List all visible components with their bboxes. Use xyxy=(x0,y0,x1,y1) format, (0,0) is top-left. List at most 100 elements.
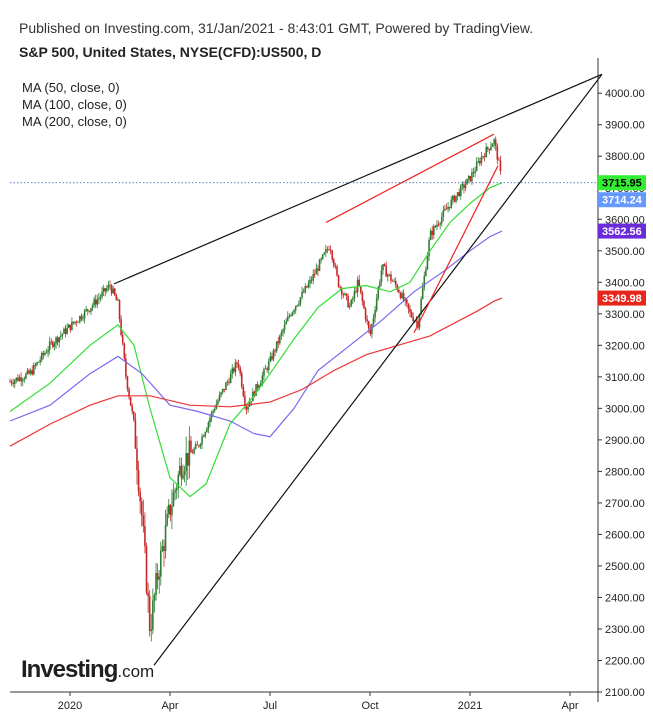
price-flag xyxy=(598,175,646,191)
candle-body xyxy=(69,324,72,330)
candle-body xyxy=(485,147,487,158)
x-tick-label: 2020 xyxy=(58,700,82,712)
y-tick-label: 2200.00 xyxy=(605,655,645,667)
ma-line-3 xyxy=(9,297,503,447)
candle-body xyxy=(453,195,456,202)
candle-body xyxy=(233,368,235,372)
trendline-2 xyxy=(153,73,603,666)
candle-body xyxy=(77,321,80,323)
candle-body xyxy=(226,381,229,383)
candle-body xyxy=(240,373,243,387)
ma-line-1 xyxy=(9,182,503,498)
y-tick-label: 2600.00 xyxy=(605,529,645,541)
candle-body xyxy=(198,445,200,447)
candle-body xyxy=(437,224,440,226)
candle-body xyxy=(221,388,224,393)
logo-text: Investing xyxy=(21,656,118,683)
chart-symbol-title: S&P 500, United States, NYSE(CFD):US500,… xyxy=(19,44,322,60)
candle-body xyxy=(383,264,386,266)
candle-body xyxy=(488,148,491,151)
y-tick-label: 3600.00 xyxy=(605,214,645,226)
candle-body xyxy=(142,515,145,527)
candle-body xyxy=(199,444,202,447)
candle-body xyxy=(277,341,280,344)
candle-body xyxy=(298,303,300,306)
candle-body xyxy=(104,288,107,292)
candle-body xyxy=(326,249,329,251)
candle-body xyxy=(15,377,18,381)
published-note: Published on Investing.com, 31/Jan/2021 … xyxy=(19,20,534,36)
candle-body xyxy=(491,144,494,147)
candle-body xyxy=(286,316,289,322)
candle-body xyxy=(72,321,75,324)
candle-body xyxy=(320,258,322,261)
candle-body xyxy=(102,288,105,292)
candle-body xyxy=(363,301,365,309)
candle-body xyxy=(83,310,86,319)
candle-body xyxy=(406,299,408,304)
candle-body xyxy=(452,195,454,200)
candle-body xyxy=(159,550,162,577)
candle-body xyxy=(385,265,387,277)
candle-body xyxy=(369,328,372,334)
candle-body xyxy=(48,341,51,351)
candle-body xyxy=(263,369,265,376)
candle-body xyxy=(464,184,467,189)
candle-body xyxy=(364,308,367,320)
candle-body xyxy=(90,308,92,312)
candle-body xyxy=(172,492,175,507)
candle-body xyxy=(256,384,259,388)
candle-body xyxy=(409,308,411,313)
candle-body xyxy=(463,184,465,189)
candle-body xyxy=(299,297,302,304)
candle-body xyxy=(296,305,299,307)
candle-body xyxy=(64,328,67,334)
candle-body xyxy=(80,316,83,320)
price-flag xyxy=(598,223,646,239)
candle-body xyxy=(377,287,380,299)
candle-body xyxy=(490,146,492,151)
candle-body xyxy=(44,352,46,355)
candle-body xyxy=(258,385,261,388)
candle-body xyxy=(375,298,378,311)
candle-body xyxy=(426,255,429,270)
candle-body xyxy=(356,279,359,293)
y-tick-label: 4000.00 xyxy=(605,88,645,100)
candle-body xyxy=(290,315,292,317)
candle-body xyxy=(353,291,356,299)
candle-body xyxy=(186,452,189,466)
candle-body xyxy=(433,226,435,236)
candle-body xyxy=(428,239,430,256)
candle-body xyxy=(283,324,286,330)
candle-body xyxy=(493,139,495,145)
candle-body xyxy=(459,185,462,196)
candle-body xyxy=(259,382,262,386)
candle-body xyxy=(420,299,422,315)
y-tick-label: 2300.00 xyxy=(605,624,645,636)
candle-body xyxy=(39,360,41,362)
candle-body xyxy=(9,381,11,383)
candle-body xyxy=(434,226,437,227)
candle-body xyxy=(291,312,294,316)
candle-body xyxy=(88,310,91,312)
candle-body xyxy=(107,284,110,289)
candle-body xyxy=(164,525,167,552)
candle-body xyxy=(20,377,22,382)
candle-body xyxy=(12,383,14,385)
candle-body xyxy=(455,195,457,202)
candle-body xyxy=(201,436,203,445)
candle-body xyxy=(196,444,199,446)
candle-body xyxy=(42,353,45,355)
candle-body xyxy=(469,176,472,182)
candle-body xyxy=(191,452,194,454)
candle-body xyxy=(61,333,64,336)
y-tick-label: 3300.00 xyxy=(605,309,645,321)
candle-body xyxy=(85,309,87,311)
candle-body xyxy=(13,380,16,385)
candle-body xyxy=(294,306,297,311)
candle-body xyxy=(177,474,180,489)
x-tick-label: Apr xyxy=(561,700,578,712)
candle-body xyxy=(93,299,95,306)
candle-body xyxy=(279,335,281,344)
candle-body xyxy=(231,368,234,374)
